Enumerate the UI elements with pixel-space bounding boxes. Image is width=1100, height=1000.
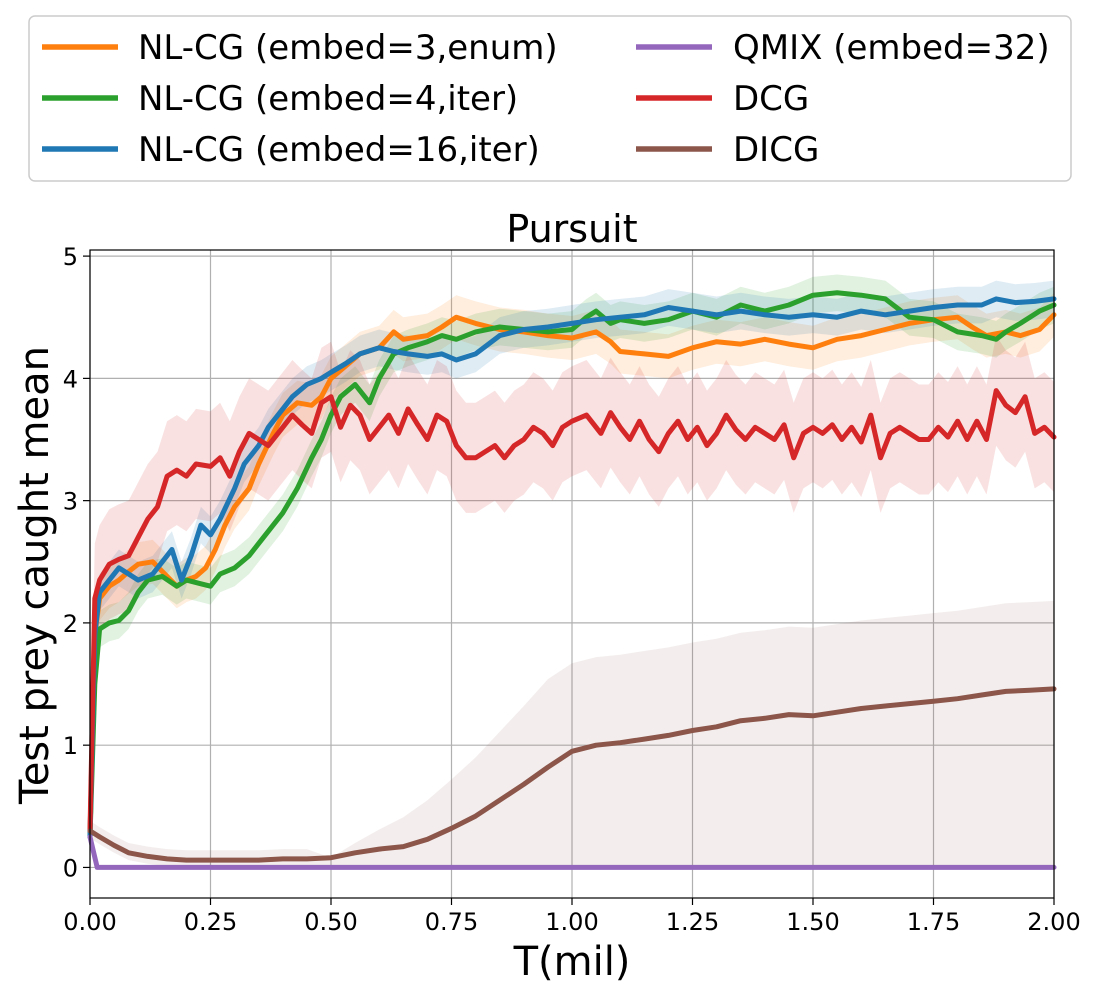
series-band-5 [90,600,1054,868]
x-tick-label: 0.25 [184,908,237,936]
legend: NL-CG (embed=3,enum) NL-CG (embed=4,iter)… [28,15,1072,182]
series-band-4 [90,335,1054,886]
series-line-4 [87,388,1057,834]
x-tick-label: 0.50 [304,908,357,936]
y-axis-label: Test prey caught mean [12,346,58,805]
series-line-3 [87,834,1057,870]
y-tick-label: 1 [63,732,78,760]
series-lines [87,290,1057,870]
legend-label: NL-CG (embed=3,enum) [138,28,558,68]
x-tick-label: 0.00 [63,908,116,936]
y-tick-label: 2 [63,610,78,638]
chart-title: Pursuit [506,207,637,251]
x-axis-label: T(mil) [513,939,631,985]
x-tick-label: 0.75 [425,908,478,936]
legend-label: NL-CG (embed=4,iter) [138,79,518,119]
y-tick-label: 4 [63,365,78,393]
x-tick-label: 2.00 [1027,908,1080,936]
series-line-5 [87,686,1057,863]
legend-label: QMIX (embed=32) [733,28,1050,68]
series-line-2 [87,296,1057,840]
y-tick-label: 3 [63,488,78,516]
y-tick-label: 5 [63,243,78,271]
x-tick-label: 1.50 [786,908,839,936]
x-tick-label: 1.75 [907,908,960,936]
legend-box [28,15,1072,182]
series-line-1 [87,290,1057,840]
legend-label: NL-CG (embed=16,iter) [138,130,540,170]
x-tick-label: 1.00 [545,908,598,936]
x-tick-label: 1.25 [666,908,719,936]
legend-label: DICG [733,130,819,170]
legend-label: DCG [733,79,809,119]
axis-ticks: 0.00 0.25 0.50 0.75 1.00 1.25 1.50 1.75 2.00 0 1 2 3… [63,243,1081,936]
y-tick-label: 0 [63,854,78,882]
